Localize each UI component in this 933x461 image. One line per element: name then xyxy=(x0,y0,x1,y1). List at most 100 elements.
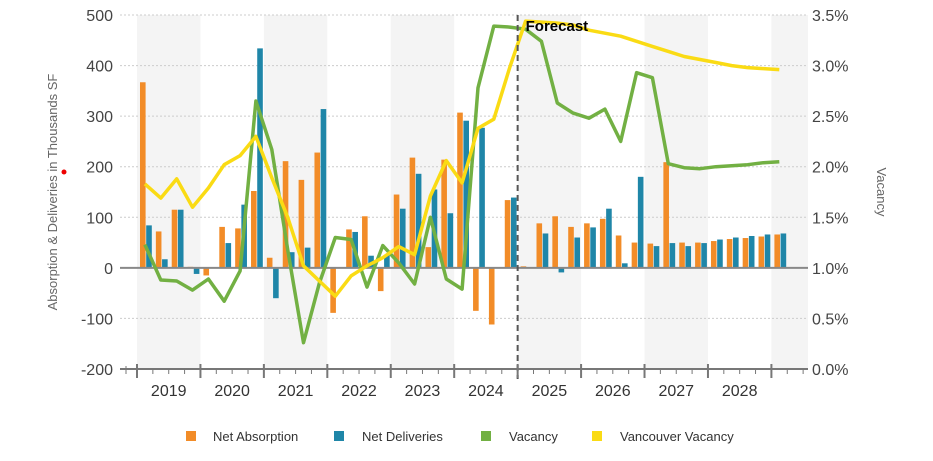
absorption-bar xyxy=(377,267,384,292)
deliveries-bar xyxy=(463,120,469,268)
deliveries-bar xyxy=(177,209,184,268)
deliveries-bar xyxy=(304,247,311,268)
forecast-label: Forecast xyxy=(526,18,589,35)
absorption-bar xyxy=(663,162,669,268)
y-tick-label: 500 xyxy=(86,8,113,25)
absorption-bar xyxy=(393,194,400,268)
deliveries-bar xyxy=(447,213,454,268)
y2-tick-label: 2.5% xyxy=(812,109,848,126)
deliveries-bar xyxy=(288,252,295,268)
absorption-bar xyxy=(473,267,479,311)
absorption-bar xyxy=(584,223,590,268)
legend: Net Absorption Net Deliveries Vacancy Va… xyxy=(186,429,734,444)
x-tick-label: 2019 xyxy=(151,383,187,400)
absorption-bar xyxy=(568,226,574,268)
x-tick-label: 2027 xyxy=(658,383,694,400)
absorption-bar xyxy=(726,239,733,268)
absorption-bar xyxy=(171,209,178,268)
y2-tick-label: 3.5% xyxy=(812,8,848,25)
deliveries-bar xyxy=(384,255,390,268)
deliveries-bar xyxy=(590,227,596,268)
deliveries-bar xyxy=(320,109,327,268)
absorption-bar xyxy=(362,216,368,268)
legend-label-absorption: Net Absorption xyxy=(213,429,298,444)
absorption-bar xyxy=(774,234,780,268)
absorption-bar xyxy=(758,236,765,268)
x-tick-label: 2025 xyxy=(532,383,568,400)
y-tick-label: 300 xyxy=(86,109,113,126)
y-tick-label: 100 xyxy=(86,210,113,227)
y2-tick-label: 0.0% xyxy=(812,362,848,379)
absorption-bar xyxy=(140,82,146,268)
y2-tick-label: 1.0% xyxy=(812,261,848,278)
y2-tick-label: 3.0% xyxy=(812,59,848,76)
absorption-bar xyxy=(552,216,558,268)
legend-swatch-vancouver xyxy=(592,431,602,441)
y-tick-label: -100 xyxy=(81,311,113,328)
deliveries-bar xyxy=(415,173,422,268)
absorption-bar xyxy=(504,200,511,268)
y-tick-label: -200 xyxy=(81,362,113,379)
legend-label-vancouver: Vancouver Vacancy xyxy=(620,429,734,444)
y2-tick-label: 0.5% xyxy=(812,311,848,328)
legend-swatch-absorption xyxy=(186,431,196,441)
absorption-bar xyxy=(266,257,273,268)
absorption-bar xyxy=(219,226,225,268)
deliveries-bar xyxy=(558,267,565,273)
absorption-bar xyxy=(314,152,321,268)
absorption-bar xyxy=(536,223,543,268)
absorption-bar xyxy=(647,243,654,268)
deliveries-bar xyxy=(510,197,517,268)
absorption-bar xyxy=(488,267,495,325)
deliveries-bar xyxy=(225,243,232,268)
deliveries-bar xyxy=(780,233,787,268)
x-tick-label: 2020 xyxy=(214,383,250,400)
deliveries-bar xyxy=(162,259,168,268)
year-band xyxy=(644,15,708,369)
x-tick-label: 2021 xyxy=(278,383,314,400)
absorption-bar xyxy=(631,242,638,268)
absorption-bar xyxy=(409,157,416,268)
x-tick-label: 2024 xyxy=(468,383,504,400)
deliveries-bar xyxy=(257,48,263,268)
absorption-bar xyxy=(235,228,241,268)
absorption-bar xyxy=(330,267,336,313)
deliveries-bar xyxy=(733,237,739,268)
deliveries-bar xyxy=(479,127,485,268)
absorption-bar xyxy=(203,267,210,276)
deliveries-bar xyxy=(637,176,644,268)
year-band xyxy=(771,15,808,369)
absorption-bar xyxy=(615,235,622,268)
deliveries-bar xyxy=(669,243,676,268)
deliveries-bar xyxy=(273,267,279,299)
x-tick-label: 2023 xyxy=(405,383,441,400)
legend-label-vacancy: Vacancy xyxy=(509,429,558,444)
deliveries-bar xyxy=(606,208,612,268)
vancouver-vacancy-line xyxy=(143,19,780,298)
absorption-bar xyxy=(251,190,257,268)
absorption-bar xyxy=(710,241,717,268)
y-tick-label: 200 xyxy=(86,160,113,177)
y2-tick-label: 2.0% xyxy=(812,160,848,177)
year-band xyxy=(137,15,201,369)
deliveries-bar xyxy=(399,208,406,268)
y-tick-label: 0 xyxy=(104,261,113,278)
deliveries-bar xyxy=(653,246,660,268)
absorption-bar xyxy=(695,242,701,268)
deliveries-bar xyxy=(701,243,707,268)
absorption-bar xyxy=(155,231,162,268)
deliveries-bar xyxy=(748,235,755,268)
deliveries-bar xyxy=(685,246,692,268)
legend-swatch-deliveries xyxy=(334,431,344,441)
absorption-bar xyxy=(679,242,685,268)
absorption-bar xyxy=(599,218,606,268)
deliveries-bar xyxy=(542,233,549,268)
absorption-bar xyxy=(346,229,352,268)
absorption-bar xyxy=(441,159,447,268)
legend-label-deliveries: Net Deliveries xyxy=(362,429,443,444)
absorption-bar xyxy=(742,238,749,268)
x-tick-label: 2026 xyxy=(595,383,631,400)
deliveries-bar xyxy=(764,234,771,268)
absorption-bar xyxy=(457,112,463,268)
